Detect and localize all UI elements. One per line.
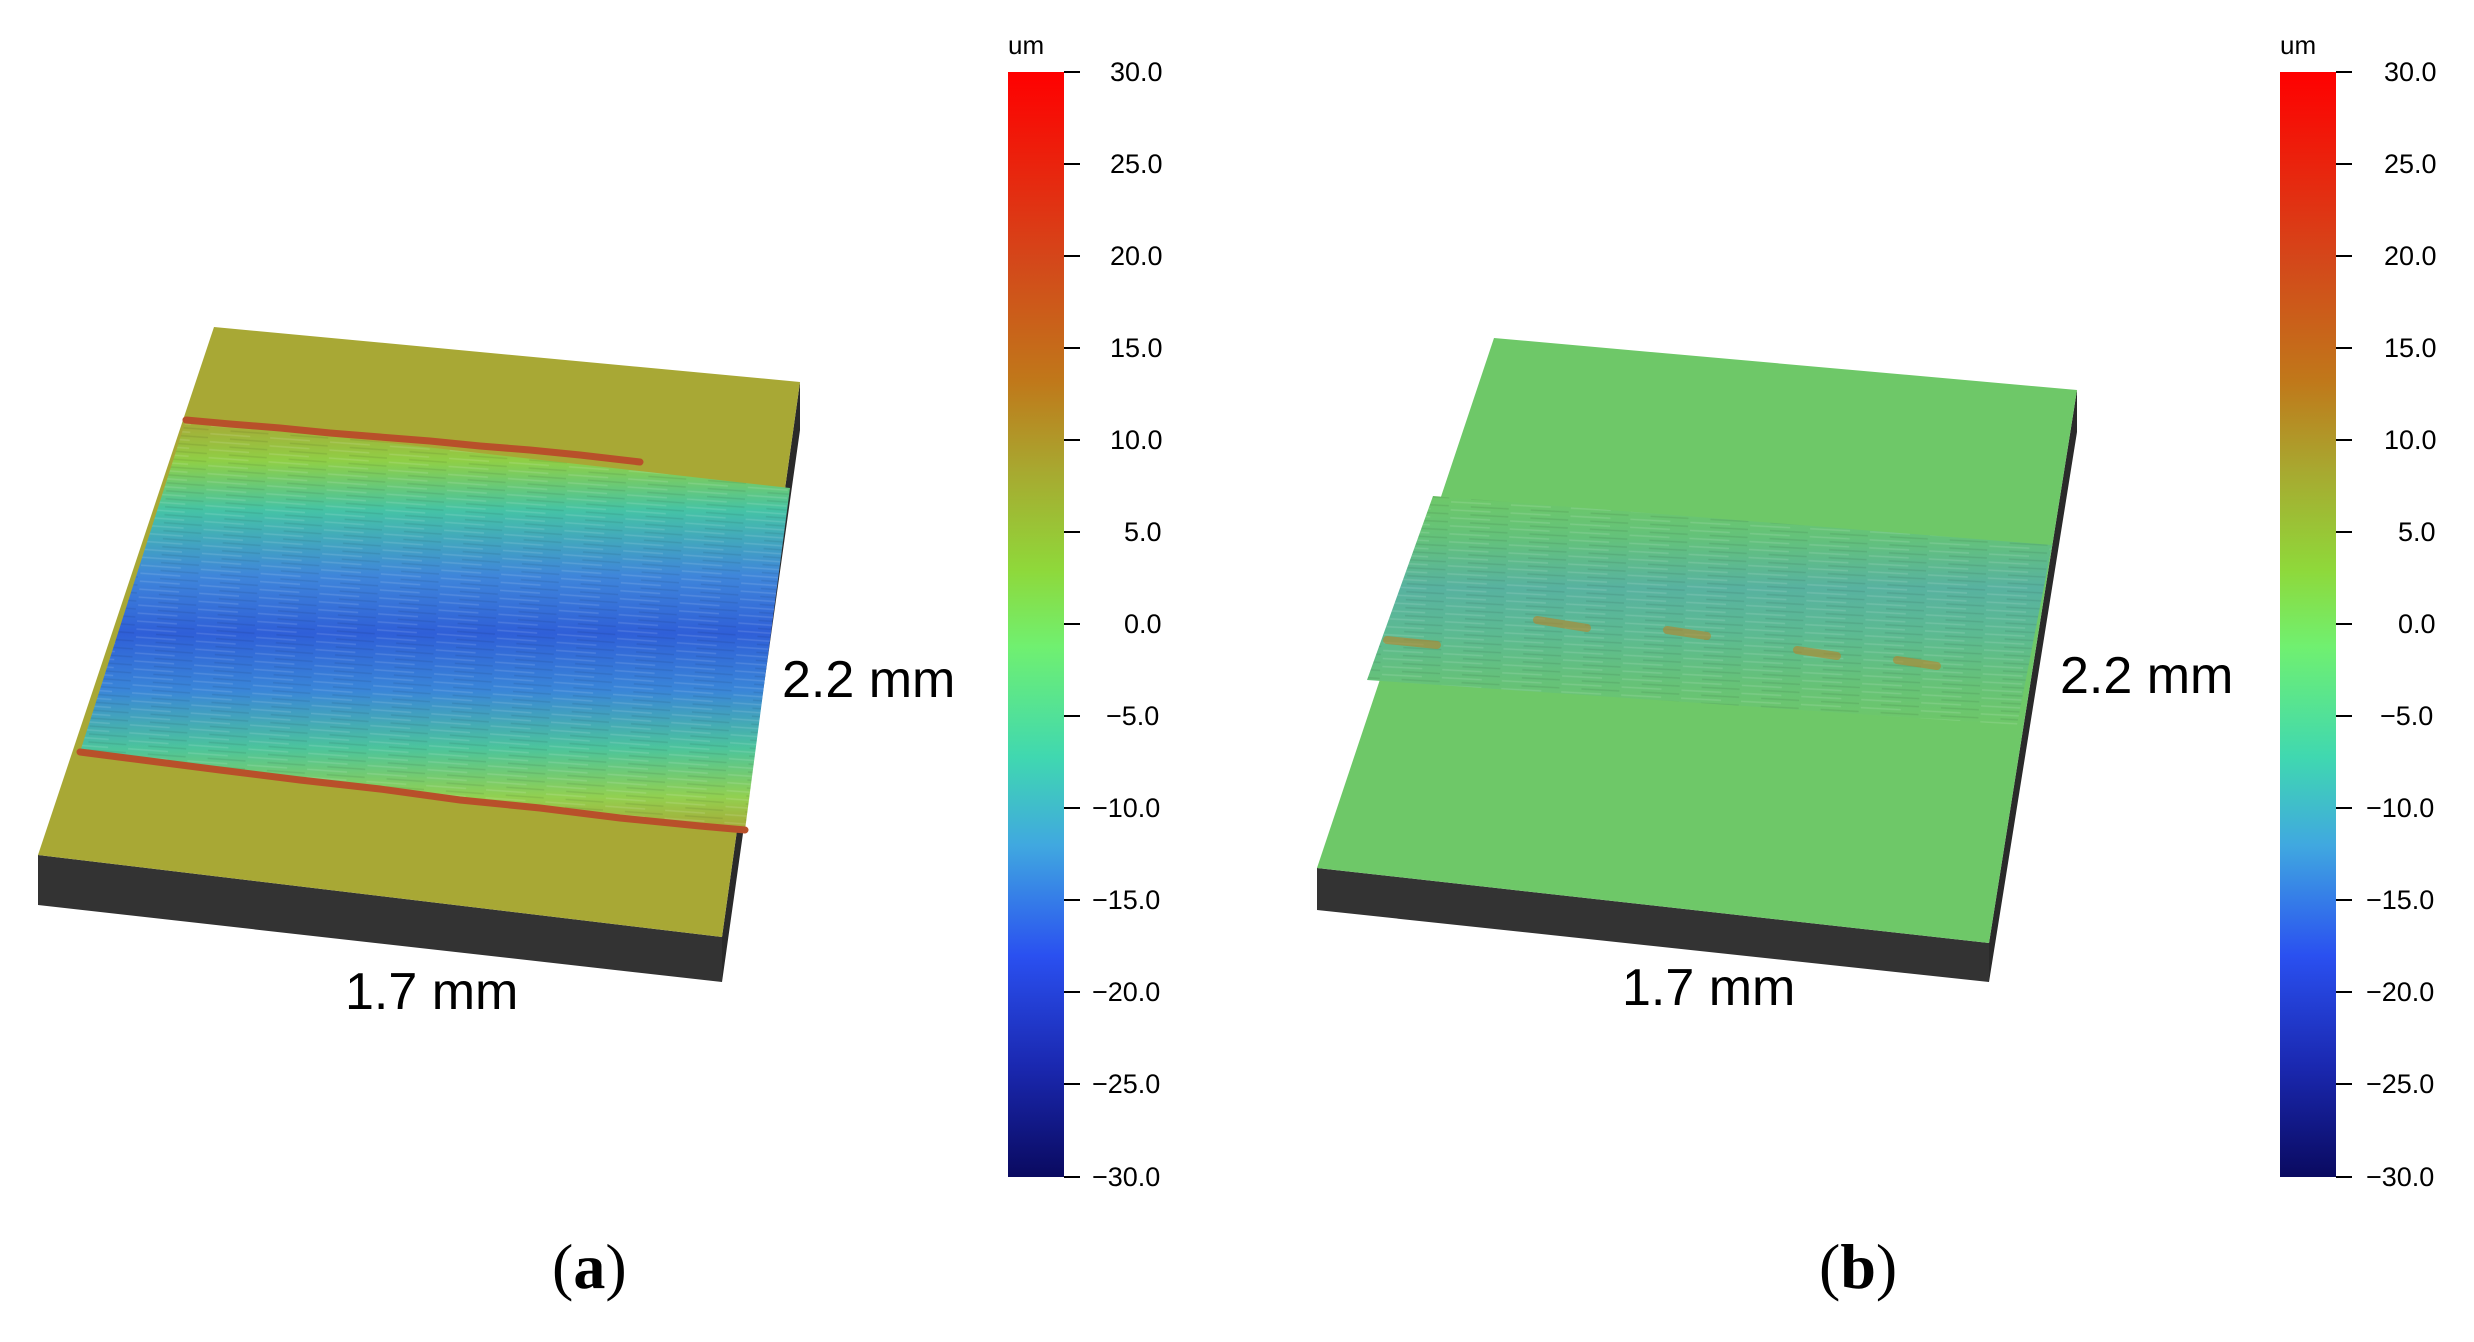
colorbar-tick-a: 20.0 — [1110, 241, 1163, 271]
height-label-a: 2.2 mm — [782, 651, 956, 709]
block-front-side — [38, 855, 722, 982]
colorbar-tick-a: 0.0 — [1124, 609, 1162, 639]
colorbar-tick-a: 30.0 — [1110, 57, 1163, 87]
wear-track-texture — [1367, 496, 2052, 725]
colorbar-tick-a: −30.0 — [1092, 1162, 1161, 1192]
colorbar-tick-b: −10.0 — [2366, 793, 2435, 823]
width-label-a: 1.7 mm — [345, 963, 519, 1021]
colorbar-unit-a: um — [1008, 30, 1045, 60]
wear-track-texture — [80, 420, 790, 830]
colorbar-tick-b: −5.0 — [2380, 701, 2434, 731]
block-right-side — [1989, 390, 2077, 982]
colorbar-tick-b: 5.0 — [2398, 517, 2436, 547]
ridge-spots — [1383, 616, 1941, 670]
colorbar-tick-b: 15.0 — [2384, 333, 2437, 363]
colorbar-tick-b: −30.0 — [2366, 1162, 2435, 1192]
surface-3d-plot-a — [38, 71, 1080, 1178]
colorbar-tick-a: −25.0 — [1092, 1069, 1161, 1099]
ridge-lower — [76, 748, 749, 834]
colorbar-tick-b: 10.0 — [2384, 425, 2437, 455]
colorbar-tick-a: 10.0 — [1110, 425, 1163, 455]
colorbar-tick-b: −15.0 — [2366, 885, 2435, 915]
colorbar-ticks-a — [1064, 71, 1080, 1178]
colorbar-a — [1008, 72, 1064, 1177]
block-front-side — [1317, 868, 1989, 982]
colorbar-tick-b: −20.0 — [2366, 977, 2435, 1007]
panel-b: 1.7 mm 2.2 mm (b) — [1237, 0, 2474, 1342]
colorbar-tick-b: 30.0 — [2384, 57, 2437, 87]
width-label-b: 1.7 mm — [1622, 959, 1796, 1017]
colorbar-tick-b: 25.0 — [2384, 149, 2437, 179]
colorbar-b-graphic — [2280, 71, 2352, 1178]
colorbar-tick-b: −25.0 — [2366, 1069, 2435, 1099]
ridge-upper — [182, 416, 644, 466]
panel-a: 1.7 mm 2.2 mm um 30.0 25.0 20.0 15.0 10.… — [38, 30, 1163, 1302]
colorbar-tick-a: 5.0 — [1124, 517, 1162, 547]
colorbar-tick-a: 15.0 — [1110, 333, 1163, 363]
colorbar-tick-a: −15.0 — [1092, 885, 1161, 915]
colorbar-unit-b: um — [2280, 30, 2317, 60]
colorbar-tick-b: 0.0 — [2398, 609, 2436, 639]
height-label-b: 2.2 mm — [2060, 647, 2234, 705]
colorbar-tick-a: −10.0 — [1092, 793, 1161, 823]
surface-3d-plot-b — [1317, 338, 2077, 982]
colorbar-tick-a: −20.0 — [1092, 977, 1161, 1007]
colorbar-tick-a: −5.0 — [1106, 701, 1160, 731]
colorbar-tick-a: 25.0 — [1110, 149, 1163, 179]
colorbar-tick-b: 20.0 — [2384, 241, 2437, 271]
caption-b: (b) — [1819, 1231, 1898, 1302]
caption-a: (a) — [552, 1231, 627, 1302]
